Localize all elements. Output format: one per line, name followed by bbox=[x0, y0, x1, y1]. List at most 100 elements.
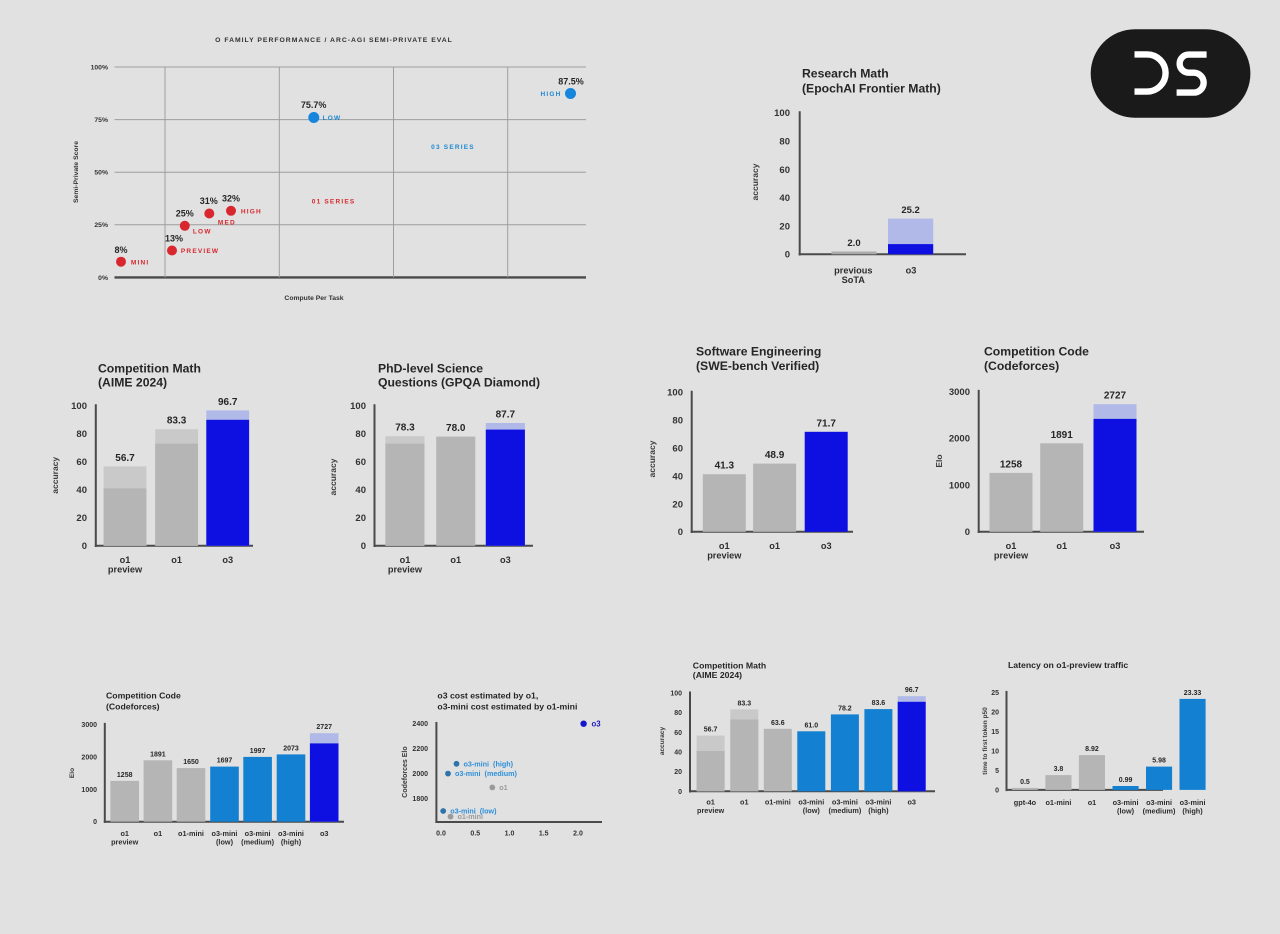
svg-text:previous: previous bbox=[834, 266, 872, 276]
svg-text:71.7: 71.7 bbox=[816, 418, 836, 429]
svg-text:Software Engineering: Software Engineering bbox=[696, 345, 821, 359]
svg-text:o1-mini: o1-mini bbox=[765, 797, 791, 806]
svg-text:40: 40 bbox=[674, 750, 682, 757]
svg-text:15: 15 bbox=[991, 729, 999, 736]
svg-text:o1: o1 bbox=[706, 797, 715, 806]
svg-text:80: 80 bbox=[76, 429, 87, 440]
svg-text:20: 20 bbox=[355, 513, 366, 524]
svg-text:accuracy: accuracy bbox=[750, 163, 760, 200]
svg-text:o1: o1 bbox=[769, 541, 780, 551]
svg-text:80: 80 bbox=[674, 710, 682, 717]
svg-text:5.98: 5.98 bbox=[1152, 758, 1166, 765]
svg-text:20: 20 bbox=[674, 769, 682, 776]
svg-text:2200: 2200 bbox=[412, 746, 428, 753]
svg-text:3.8: 3.8 bbox=[1054, 766, 1064, 773]
svg-text:03 SERIES: 03 SERIES bbox=[431, 144, 475, 151]
svg-text:accuracy: accuracy bbox=[50, 457, 60, 494]
svg-text:2400: 2400 bbox=[412, 721, 428, 728]
svg-text:1258: 1258 bbox=[1000, 459, 1023, 470]
svg-text:o3: o3 bbox=[907, 797, 916, 806]
svg-text:2000: 2000 bbox=[412, 771, 428, 778]
svg-text:Codeforces Elo: Codeforces Elo bbox=[402, 746, 409, 797]
svg-text:(AIME 2024): (AIME 2024) bbox=[693, 670, 742, 680]
svg-text:o1-mini: o1-mini bbox=[1045, 798, 1071, 807]
svg-text:20: 20 bbox=[76, 513, 87, 524]
svg-text:1800: 1800 bbox=[412, 796, 428, 803]
svg-text:1258: 1258 bbox=[117, 772, 133, 779]
svg-text:o3: o3 bbox=[821, 541, 832, 551]
svg-text:accuracy: accuracy bbox=[328, 458, 338, 495]
svg-text:o1: o1 bbox=[120, 829, 129, 838]
svg-text:1000: 1000 bbox=[949, 480, 970, 491]
svg-text:(medium): (medium) bbox=[828, 806, 861, 815]
svg-text:20: 20 bbox=[991, 709, 999, 716]
svg-text:1000: 1000 bbox=[81, 787, 97, 794]
svg-text:0.5: 0.5 bbox=[470, 831, 480, 838]
svg-text:Competition Code: Competition Code bbox=[984, 345, 1089, 359]
svg-text:8.92: 8.92 bbox=[1085, 746, 1099, 753]
svg-text:61.0: 61.0 bbox=[804, 722, 818, 729]
svg-text:o3: o3 bbox=[592, 719, 602, 728]
svg-text:1.0: 1.0 bbox=[505, 831, 515, 838]
svg-text:100: 100 bbox=[774, 108, 790, 119]
svg-text:40: 40 bbox=[672, 471, 683, 482]
svg-text:o3: o3 bbox=[500, 555, 511, 565]
svg-text:o3-mini (high): o3-mini (high) bbox=[464, 759, 514, 768]
svg-text:83.3: 83.3 bbox=[737, 700, 751, 707]
svg-text:60: 60 bbox=[672, 444, 683, 455]
svg-text:25%: 25% bbox=[176, 209, 194, 219]
svg-text:2000: 2000 bbox=[949, 434, 970, 445]
svg-text:2073: 2073 bbox=[283, 745, 299, 752]
svg-text:o1: o1 bbox=[719, 541, 730, 551]
svg-text:25: 25 bbox=[991, 690, 999, 697]
svg-text:o3-mini: o3-mini bbox=[212, 829, 238, 838]
svg-text:13%: 13% bbox=[165, 234, 183, 244]
svg-text:SoTA: SoTA bbox=[842, 275, 866, 285]
svg-text:HIGH: HIGH bbox=[241, 208, 262, 215]
svg-text:48.9: 48.9 bbox=[765, 450, 785, 461]
svg-text:o3-mini: o3-mini bbox=[1113, 798, 1139, 807]
svg-text:Elo: Elo bbox=[69, 768, 76, 778]
svg-text:100: 100 bbox=[667, 388, 683, 399]
svg-text:O FAMILY PERFORMANCE / ARC-AGI: O FAMILY PERFORMANCE / ARC-AGI SEMI-PRIV… bbox=[215, 37, 453, 44]
svg-text:o3-mini: o3-mini bbox=[1180, 798, 1206, 807]
svg-text:o3: o3 bbox=[1110, 541, 1121, 551]
svg-text:o1-mini: o1-mini bbox=[178, 829, 204, 838]
svg-text:(medium): (medium) bbox=[241, 838, 274, 847]
svg-text:(high): (high) bbox=[281, 838, 302, 847]
svg-text:10: 10 bbox=[991, 748, 999, 755]
svg-text:o3-mini cost estimated by o1-m: o3-mini cost estimated by o1-mini bbox=[437, 702, 577, 712]
svg-text:Compute Per Task: Compute Per Task bbox=[284, 295, 343, 302]
svg-text:60: 60 bbox=[779, 165, 790, 176]
svg-text:(low): (low) bbox=[803, 806, 821, 815]
svg-text:1891: 1891 bbox=[150, 751, 166, 758]
svg-text:01 SERIES: 01 SERIES bbox=[312, 198, 356, 205]
svg-text:(high): (high) bbox=[1182, 807, 1203, 816]
svg-text:o3-mini: o3-mini bbox=[865, 797, 891, 806]
svg-text:o3: o3 bbox=[320, 829, 329, 838]
svg-text:0: 0 bbox=[678, 527, 683, 538]
svg-text:(AIME 2024): (AIME 2024) bbox=[98, 375, 167, 389]
svg-text:2000: 2000 bbox=[81, 754, 97, 761]
svg-text:80: 80 bbox=[355, 429, 366, 440]
svg-text:3000: 3000 bbox=[949, 387, 970, 398]
svg-text:(medium): (medium) bbox=[1143, 807, 1176, 816]
svg-text:Competition Math: Competition Math bbox=[98, 362, 201, 376]
svg-text:83.3: 83.3 bbox=[167, 416, 187, 427]
svg-text:2727: 2727 bbox=[1104, 391, 1127, 402]
svg-text:20: 20 bbox=[779, 221, 790, 232]
svg-text:o1: o1 bbox=[499, 783, 507, 792]
svg-text:o3: o3 bbox=[222, 555, 233, 565]
svg-text:(low): (low) bbox=[1117, 807, 1135, 816]
svg-text:o3-mini: o3-mini bbox=[832, 797, 858, 806]
svg-text:78.0: 78.0 bbox=[446, 423, 466, 434]
svg-text:time to first token p50: time to first token p50 bbox=[982, 707, 989, 775]
svg-text:0: 0 bbox=[965, 527, 970, 538]
svg-text:100: 100 bbox=[350, 401, 366, 412]
svg-text:o1: o1 bbox=[450, 555, 461, 565]
svg-text:0: 0 bbox=[995, 787, 999, 794]
svg-text:o3-mini (medium): o3-mini (medium) bbox=[455, 769, 518, 778]
svg-text:(EpochAI Frontier Math): (EpochAI Frontier Math) bbox=[802, 81, 941, 95]
svg-text:Competition Math: Competition Math bbox=[693, 660, 766, 670]
svg-text:o1: o1 bbox=[1006, 541, 1017, 551]
